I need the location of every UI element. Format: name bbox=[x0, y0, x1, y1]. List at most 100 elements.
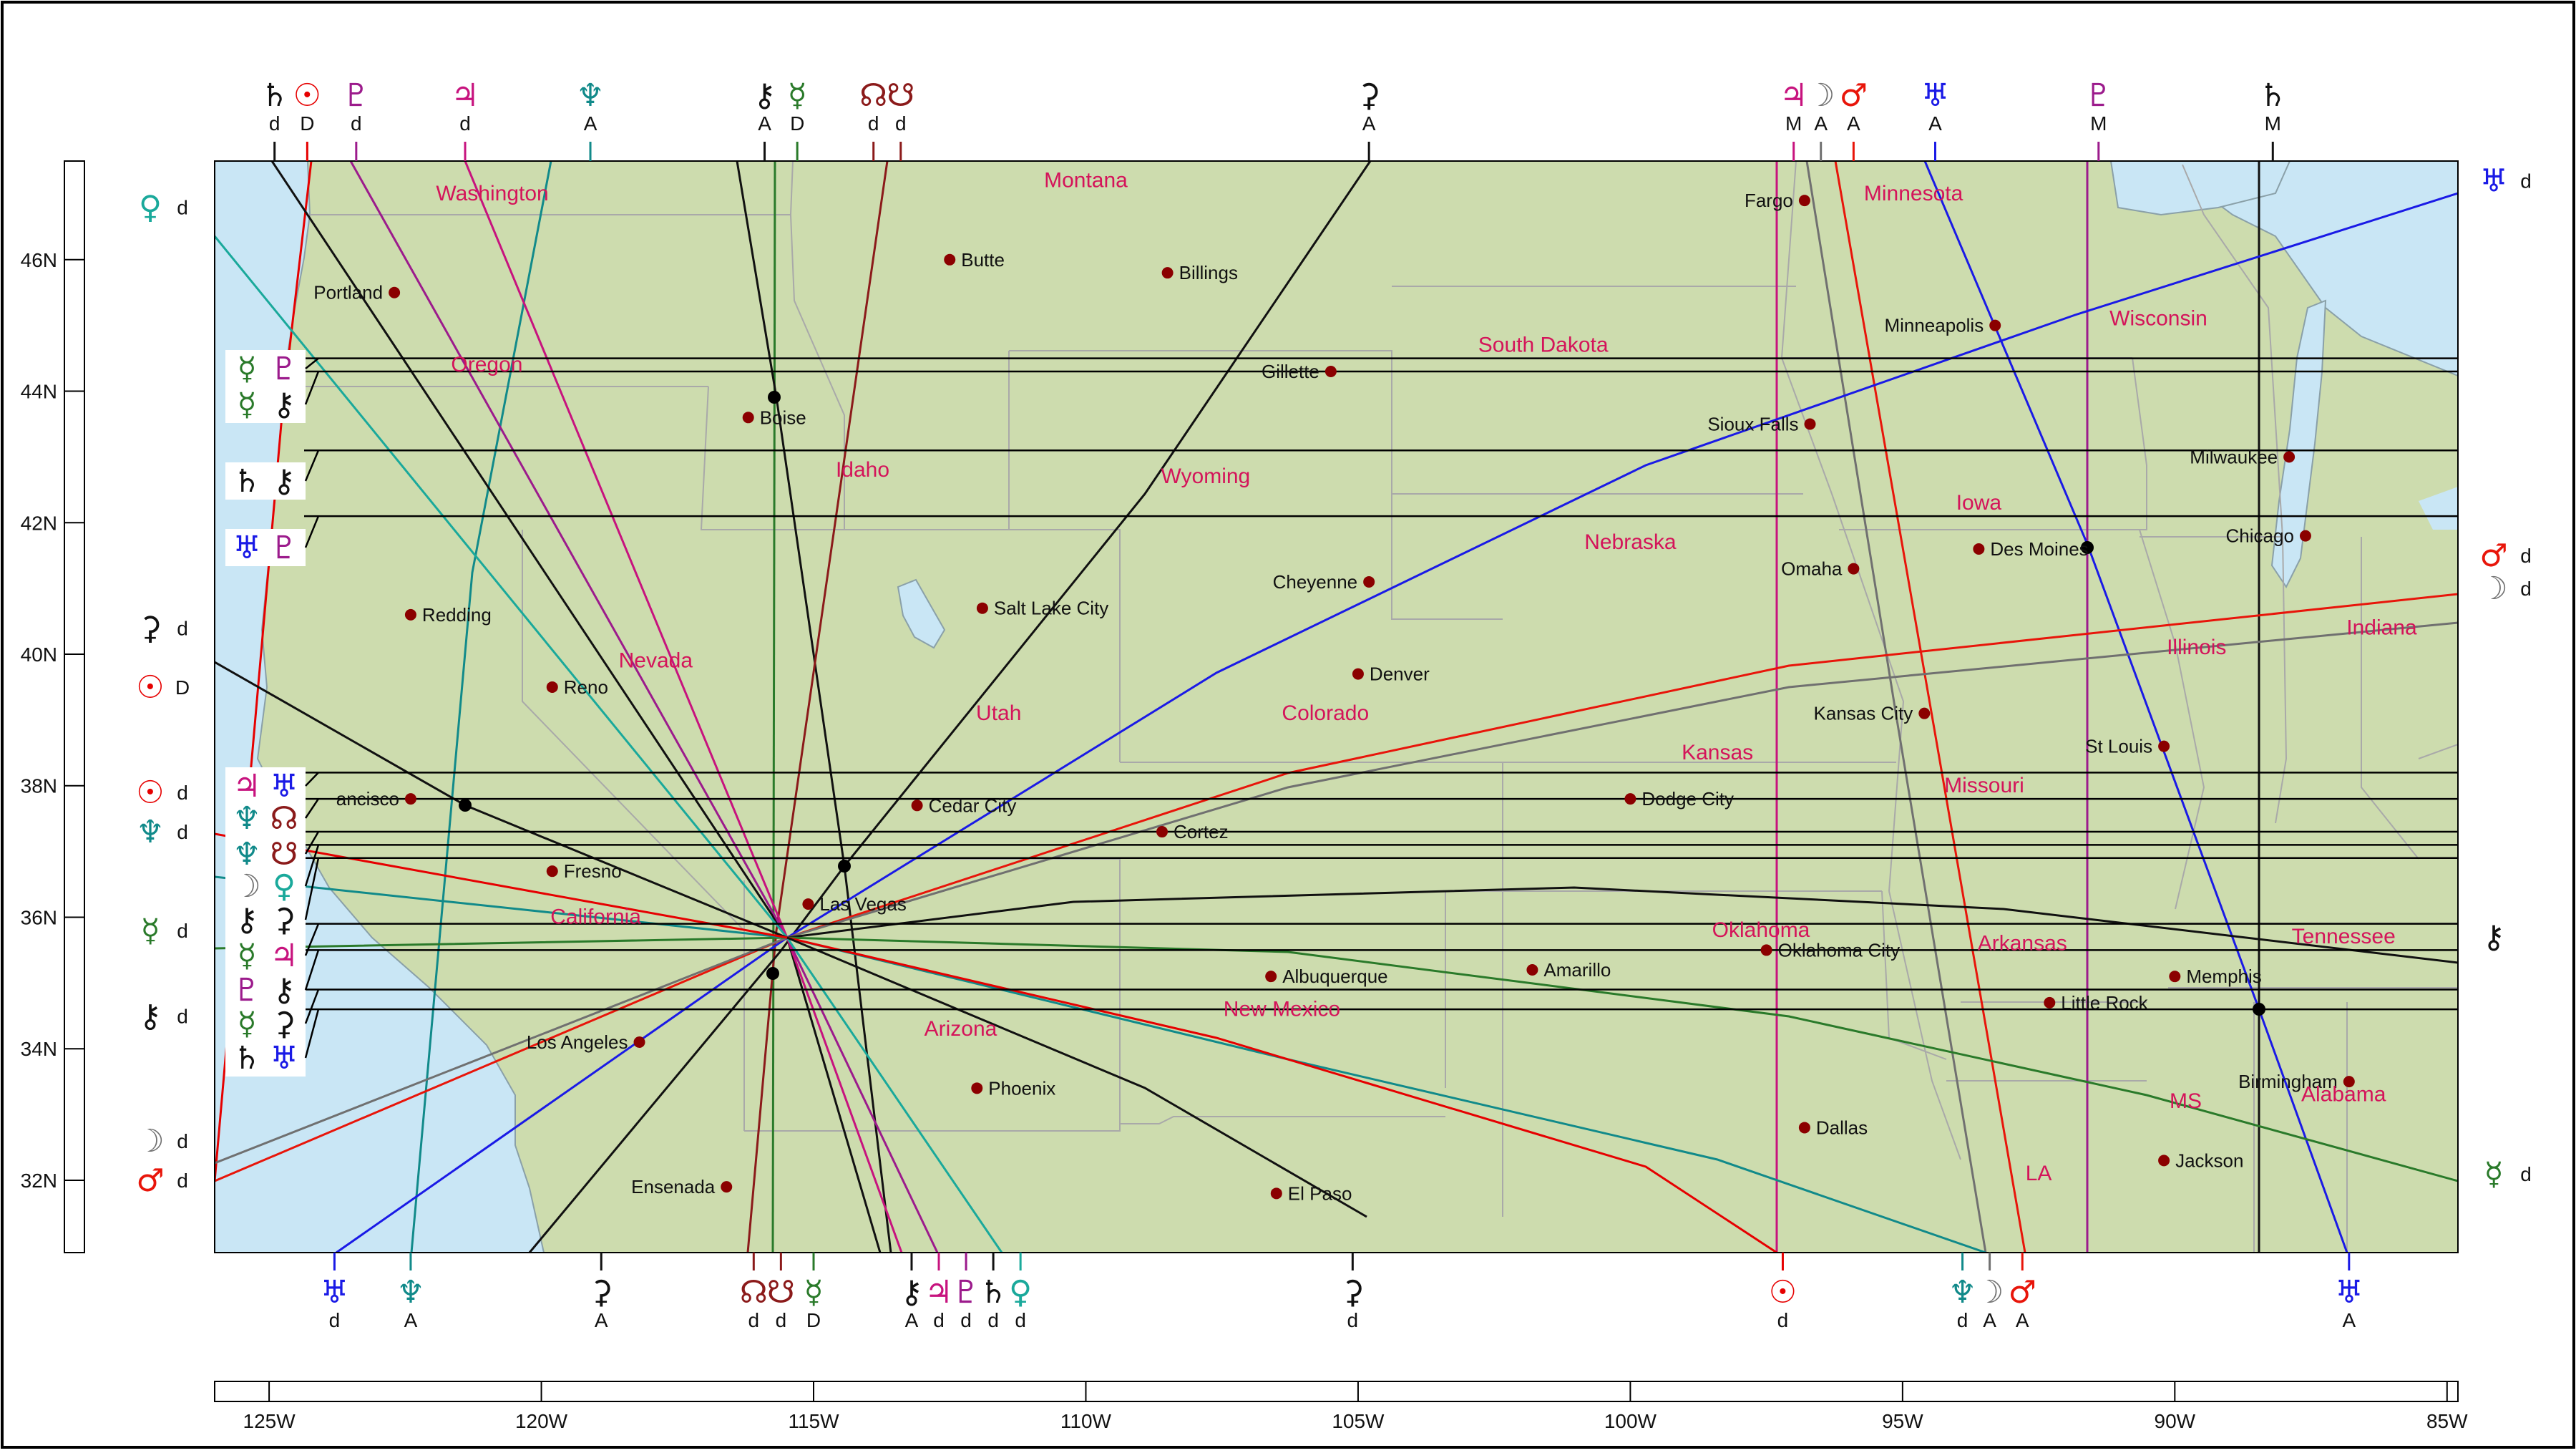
paran-label-box bbox=[225, 386, 306, 423]
lon-tick-label: 110W bbox=[1060, 1410, 1112, 1432]
planet-glyph-icon: ☊ bbox=[740, 1274, 768, 1311]
planet-glyph-icon: ☿ bbox=[237, 387, 256, 423]
city-dot bbox=[1324, 365, 1337, 377]
planet-glyph-icon: ☽ bbox=[136, 1123, 164, 1160]
planet-glyph-icon: ♆ bbox=[233, 800, 260, 837]
planet-glyph-icon: ♅ bbox=[1921, 77, 1949, 114]
chiron-line bbox=[736, 161, 892, 1253]
planet-labels: ♄d☉D♇d♃d♆A⚷A☿D☊d☋d⚳A♃M☽A♂A♅A♇M♄M♅d♆A⚳A☊d… bbox=[136, 77, 2532, 1331]
lat-tick-label: 44N bbox=[21, 381, 57, 403]
planet-glyph-icon: ♇ bbox=[233, 972, 260, 1009]
city-label: St Louis bbox=[2085, 736, 2152, 757]
planet-glyph-icon: ⚷ bbox=[753, 77, 776, 114]
lon-tick-label: 125W bbox=[243, 1410, 296, 1432]
city-dot bbox=[1973, 543, 1985, 555]
city-label: Jackson bbox=[2175, 1150, 2243, 1171]
planet-glyph-icon: ♂ bbox=[2009, 1274, 2036, 1311]
lon-tick-label: 115W bbox=[788, 1410, 839, 1432]
state-label: California bbox=[550, 905, 641, 929]
city-dot bbox=[546, 865, 558, 878]
planet-glyph-icon: ♅ bbox=[321, 1274, 348, 1311]
city-dot bbox=[802, 898, 814, 910]
city-dot bbox=[742, 412, 754, 424]
city-dot bbox=[1848, 563, 1860, 575]
moon-asc-line bbox=[1805, 161, 1987, 1253]
angle-label: d bbox=[1777, 1309, 1789, 1331]
planet-glyph-icon: ☿ bbox=[788, 77, 807, 114]
angle-label: d bbox=[776, 1309, 787, 1331]
planet-glyph-icon: ☉ bbox=[136, 669, 164, 706]
planet-glyph-icon: ☉ bbox=[293, 77, 321, 114]
angle-label: d bbox=[2520, 578, 2532, 600]
state-label: South Dakota bbox=[1478, 333, 1609, 356]
paran-leader bbox=[304, 449, 320, 482]
city-label: Cortez bbox=[1174, 821, 1229, 842]
planet-glyph-icon: ♄ bbox=[233, 1040, 260, 1077]
city-dot bbox=[2158, 740, 2170, 752]
state-label: Oregon bbox=[451, 353, 522, 376]
planet-glyph-icon: ♇ bbox=[952, 1274, 980, 1311]
lat-tick-label: 36N bbox=[21, 906, 57, 928]
city-dot bbox=[1989, 319, 2001, 331]
lat-tick-label: 38N bbox=[21, 775, 57, 797]
city-label: Dodge City bbox=[1641, 788, 1734, 810]
planet-glyph-icon: ♆ bbox=[576, 77, 604, 114]
lon-tick-label: 100W bbox=[1604, 1410, 1657, 1432]
state-label: Nebraska bbox=[1584, 530, 1677, 554]
paran-label-box bbox=[225, 835, 306, 873]
city-label: Little Rock bbox=[2061, 992, 2148, 1014]
paran-leader bbox=[304, 950, 320, 991]
angle-label: A bbox=[1983, 1309, 1996, 1331]
city-label: Fresno bbox=[564, 860, 622, 882]
city-dot bbox=[2299, 530, 2311, 542]
city-label: Las Vegas bbox=[819, 893, 906, 915]
city-label: Albuquerque bbox=[1282, 966, 1387, 987]
city-label: Birmingham bbox=[2238, 1071, 2338, 1092]
state-label: Washington bbox=[436, 182, 548, 205]
city-label: Portland bbox=[313, 282, 383, 303]
planet-glyph-icon: ♀ bbox=[139, 189, 162, 225]
paran-label-box bbox=[225, 767, 306, 805]
planet-glyph-icon: ☿ bbox=[237, 1006, 256, 1042]
lat-tick-label: 40N bbox=[21, 643, 57, 666]
angle-label: d bbox=[748, 1309, 760, 1331]
planet-glyph-icon: ♃ bbox=[1780, 77, 1807, 114]
lat-tick-label: 42N bbox=[21, 512, 57, 534]
state-label: Indiana bbox=[2346, 616, 2417, 639]
angle-label: A bbox=[1847, 112, 1860, 135]
lon-tick-label: 105W bbox=[1332, 1410, 1385, 1432]
angle-label: d bbox=[2520, 545, 2532, 567]
lake-erie bbox=[2419, 487, 2458, 530]
planet-glyph-icon: ☊ bbox=[859, 77, 887, 114]
city-label: Des Moines bbox=[1990, 538, 2088, 560]
city-dot bbox=[2283, 451, 2296, 463]
crossing-dot bbox=[768, 391, 781, 404]
angle-label: M bbox=[2265, 112, 2281, 135]
paran-leader bbox=[304, 371, 320, 405]
angle-label: A bbox=[1362, 112, 1376, 135]
paran-label-box bbox=[225, 901, 306, 938]
lon-tick-label: 120W bbox=[515, 1410, 568, 1432]
paran-label-box bbox=[225, 462, 306, 500]
lat-tick-label: 32N bbox=[21, 1170, 57, 1192]
planet-glyph-icon: ♂ bbox=[136, 1162, 164, 1199]
state-label: Minnesota bbox=[1864, 182, 1963, 205]
angle-label: d bbox=[868, 112, 879, 135]
city-label: Memphis bbox=[2186, 966, 2261, 987]
planet-glyph-icon: ☿ bbox=[2484, 1156, 2503, 1192]
planet-glyph-icon: ☿ bbox=[237, 351, 256, 387]
angle-label: d bbox=[177, 920, 188, 942]
city-label: Redding bbox=[422, 604, 492, 626]
state-label: Oklahoma bbox=[1712, 918, 1810, 942]
planet-glyph-icon: ☉ bbox=[1769, 1274, 1797, 1311]
paran-leader bbox=[304, 845, 320, 887]
planet-glyph-icon: ⚳ bbox=[273, 1006, 296, 1042]
angle-label: A bbox=[1928, 112, 1942, 135]
crossing-dot bbox=[766, 967, 779, 980]
lon-tick-label: 85W bbox=[2426, 1410, 2468, 1432]
angle-label: d bbox=[1015, 1309, 1026, 1331]
city-dot bbox=[911, 800, 923, 812]
planet-glyph-icon: ♃ bbox=[451, 77, 479, 114]
planet-glyph-icon: ♅ bbox=[2335, 1274, 2363, 1311]
